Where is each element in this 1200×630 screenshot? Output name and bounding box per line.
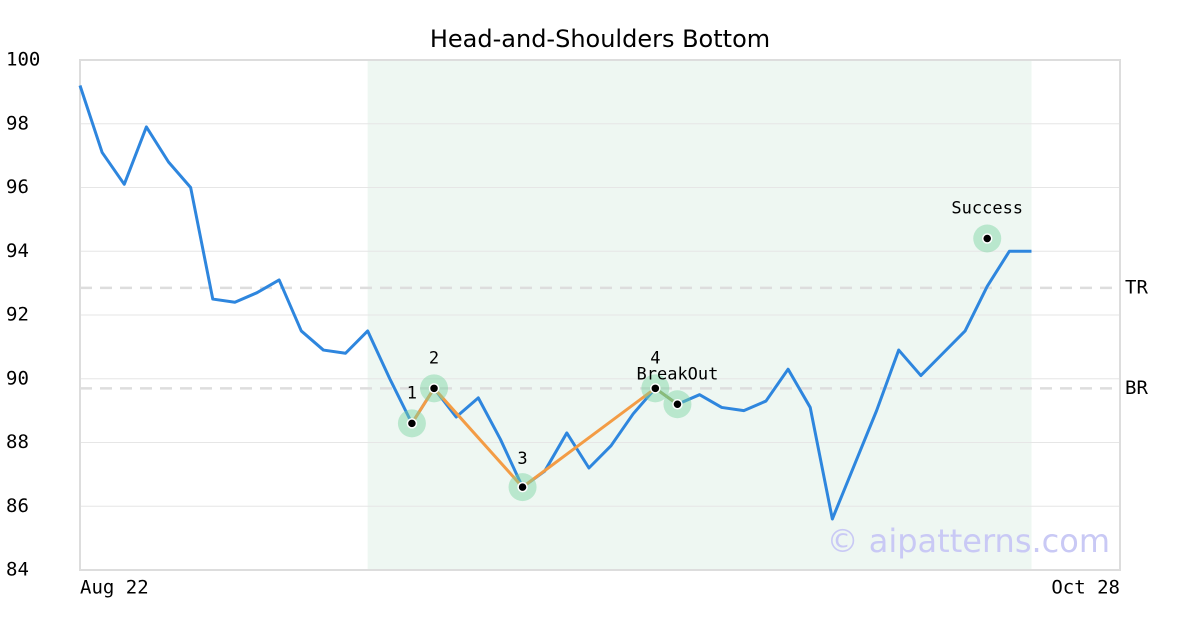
y-tick-label: 96 [6,176,29,198]
pattern-line [432,387,524,489]
point-dot [672,399,683,410]
price-line [78,85,1032,521]
y-tick-label: 98 [6,112,29,134]
pattern-line [521,387,657,489]
point-label: BreakOut [637,364,719,384]
x-tick-label: Aug 22 [80,577,149,599]
pattern-line [410,387,436,425]
level-label: TR [1125,276,1148,298]
point-dot [406,418,418,429]
y-tick-label: 92 [6,304,29,326]
point-dot [517,481,528,493]
level-label: BR [1125,377,1148,399]
point-dot [650,383,661,394]
x-tick-label: Oct 28 [1051,577,1120,599]
y-tick-label: 84 [6,559,29,581]
point-label: 2 [429,348,439,368]
y-tick-label: 94 [6,240,29,262]
y-tick-label: 86 [6,495,29,517]
watermark: © aipatterns.com [827,522,1110,560]
point-label: 1 [407,383,417,403]
point-label: Success [951,199,1023,219]
point-label: 3 [517,449,527,469]
point-dot [428,383,440,394]
y-tick-label: 100 [6,49,40,71]
point-dot [981,233,993,244]
point-label: 4 [650,348,660,368]
y-tick-label: 90 [6,367,29,389]
y-tick-label: 88 [6,431,29,453]
plot-frame [79,59,1121,571]
chart-title: Head-and-Shoulders Bottom [430,25,770,53]
